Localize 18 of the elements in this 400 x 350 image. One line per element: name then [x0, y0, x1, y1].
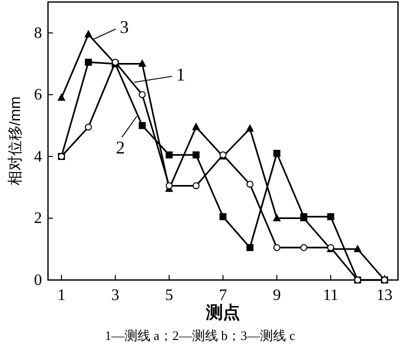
x-tick-label: 7 — [219, 287, 227, 304]
annotation: 1 — [176, 64, 186, 84]
x-axis-title: 测点 — [205, 303, 240, 322]
x-tick-label: 3 — [111, 287, 120, 304]
y-axis-title: 相对位移/mm — [7, 96, 24, 186]
y-tick-label: 4 — [34, 148, 42, 166]
y-tick-label: 0 — [34, 272, 42, 289]
y-tick-label: 6 — [34, 86, 42, 104]
annotation: 3 — [120, 17, 129, 38]
x-tick-label: 5 — [165, 287, 174, 304]
text: 1—测线 a；2—测线 b；3—测线 c — [104, 328, 296, 343]
x-tick-label: 13 — [376, 287, 393, 304]
x-tick-label: 11 — [322, 287, 338, 304]
x-tick-label: 9 — [272, 287, 281, 304]
annotation: 2 — [116, 137, 125, 158]
y-tick-label: 2 — [34, 210, 42, 228]
y-tick-label: 8 — [34, 24, 42, 42]
x-tick-label: 1 — [57, 287, 66, 304]
